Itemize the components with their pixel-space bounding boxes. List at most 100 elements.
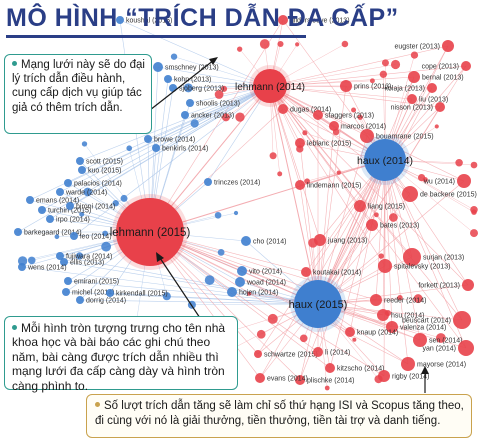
network-node [381,59,389,67]
network-node [101,241,112,252]
network-node [369,78,375,84]
node-circle [64,277,72,285]
network-node [324,385,330,391]
network-node [373,212,379,218]
node-label: lindemann (2015) [307,183,361,190]
node-circle [64,179,72,187]
node-circle [329,121,339,131]
node-circle [378,259,392,273]
node-label: bernal (2013) [422,75,464,82]
callout-middle: Mỗi hình tròn tượng trưng cho tên nhà kh… [4,316,238,393]
labeled-node: rigby (2014) [378,370,429,382]
node-circle [340,80,352,92]
network-node [295,42,300,47]
network-node [27,256,36,265]
labeled-node: cope (2013) [422,61,471,71]
node-label: ellis (2013) [70,260,104,267]
network-edge [317,180,465,305]
network-edge [207,85,271,183]
network-node [379,70,388,78]
node-label: shoolis (2013) [196,101,240,108]
network-node [183,83,193,93]
network-node [302,130,308,136]
node-label: rigby (2014) [392,374,429,381]
hub-node: haux (2015) [289,276,347,332]
node-circle [458,340,474,356]
network-edge [269,85,467,349]
labeled-node: bouamrane (2015) [360,129,434,143]
network-edge [269,80,373,87]
node-label: sen (2014) [429,338,462,345]
network-edge [384,45,449,161]
node-label: bates (2013) [380,223,419,230]
network-node [81,141,88,147]
node-circle [401,357,415,371]
callout-arrows [149,57,429,393]
network-edge [257,159,386,355]
node-label: palacios (2014) [74,181,122,188]
node-circle [60,258,68,266]
network-edge [73,85,271,237]
node-circle [144,135,152,143]
node-circle [435,102,445,112]
arrow-line-middle [159,257,201,319]
labeled-node: leo (2014) [70,232,112,241]
labeled-node: leblanc (2015) [295,138,351,148]
hub-node: lehmann (2014) [235,65,305,107]
labeled-node: evans (2014) [255,373,308,383]
labeled-node: forkett (2013) [418,279,474,291]
node-label: koushal (2015) [126,18,172,25]
node-label: mayorse (2014) [417,362,466,369]
node-circle [366,219,378,231]
node-circle [76,296,84,304]
hub-node: lehmann (2015) [110,194,191,270]
network-node [204,275,215,285]
bullet-icon [12,325,17,330]
labeled-node: emirani (2015) [64,277,119,286]
network-edge [384,159,469,286]
node-label: evans (2014) [267,376,308,383]
arrow-line-top [149,59,215,111]
node-circle [56,252,64,260]
network-node [471,209,477,215]
page-title: MÔ HÌNH “TRÍCH DẪN ĐA CẤP” [6,4,399,32]
node-label: cho (2014) [253,239,286,246]
labeled-node: sen (2014) [413,333,462,347]
labeled-node: ancker (2013) [181,111,234,120]
node-label: spitalevsky (2013) [394,264,450,271]
network-edge [269,85,386,267]
labeled-node: scott (2015) [76,157,123,166]
network-edge [317,125,335,305]
network-node [217,248,225,256]
hub-label: lehmann (2015) [110,227,191,239]
node-circle [461,61,471,71]
node-label: fujiwara (2014) [66,254,112,261]
node-circle [78,166,86,174]
node-label: barkegaard (2014) [24,230,82,237]
network-edge [79,85,271,162]
network-edge [269,65,467,87]
node-label: beuscart (2014) [402,318,451,325]
node-circle [295,375,305,385]
node-label: plischke (2014) [307,378,354,385]
network-edge [109,292,319,305]
node-label: liang (2015) [368,204,405,211]
node-label: kohn (2013) [174,77,211,84]
node-circle [360,129,374,143]
node-label: de backere (2015) [420,192,477,199]
node-circle [313,110,323,120]
node-label: dugas (2014) [290,107,331,114]
node-label: leblanc (2015) [307,141,351,148]
node-label: michel (2014) [72,290,114,297]
network-node [214,211,222,219]
node-label: reeder (2014) [384,298,426,305]
network-edge [259,159,386,379]
labeled-node: li (2014) [313,347,350,357]
network-edge [375,159,386,301]
network-edge [317,106,441,305]
node-label: kuo (2015) [88,168,121,175]
node-label: prins (2013) [354,84,391,91]
network-node [17,256,28,266]
network-edge [317,87,433,305]
labeled-node: vito (2014) [237,266,282,276]
